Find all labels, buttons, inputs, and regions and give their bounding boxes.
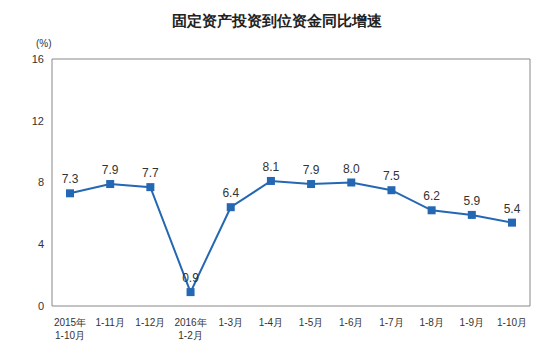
svg-text:1-12月: 1-12月 — [135, 317, 165, 328]
svg-text:1-6月: 1-6月 — [339, 317, 363, 328]
svg-text:1-3月: 1-3月 — [219, 317, 243, 328]
svg-text:16: 16 — [32, 53, 44, 65]
svg-text:7.7: 7.7 — [142, 166, 159, 180]
html-text:固定资产投资到位资金同比增速: 固定资产投资到位资金同比增速 — [171, 12, 382, 29]
svg-text:1-11月: 1-11月 — [96, 317, 125, 328]
svg-text:7.9: 7.9 — [102, 163, 119, 177]
svg-text:7.9: 7.9 — [303, 163, 320, 177]
svg-text:0: 0 — [38, 300, 44, 312]
svg-text:1-8月: 1-8月 — [419, 317, 443, 328]
svg-text:8: 8 — [38, 176, 44, 188]
svg-text:6.4: 6.4 — [222, 186, 239, 200]
svg-text:1-5月: 1-5月 — [299, 317, 323, 328]
svg-text:1-4月: 1-4月 — [259, 317, 283, 328]
svg-text:1-7月: 1-7月 — [379, 317, 403, 328]
svg-text:0.9: 0.9 — [182, 271, 199, 285]
svg-text:2015年1-10月: 2015年1-10月 — [54, 317, 86, 341]
svg-text:7.5: 7.5 — [383, 169, 400, 183]
svg-text:12: 12 — [32, 115, 44, 127]
svg-text:6.2: 6.2 — [423, 189, 440, 203]
svg-text:5.4: 5.4 — [504, 202, 521, 216]
svg-text:1-10月: 1-10月 — [497, 317, 527, 328]
svg-text:4: 4 — [38, 238, 44, 250]
svg-text:8.0: 8.0 — [343, 162, 360, 176]
svg-text:7.3: 7.3 — [62, 172, 79, 186]
svg-text:5.9: 5.9 — [463, 194, 480, 208]
svg-text:1-9月: 1-9月 — [460, 317, 484, 328]
svg-text:8.1: 8.1 — [263, 160, 280, 174]
svg-text:2016年1-2月: 2016年1-2月 — [174, 317, 206, 341]
